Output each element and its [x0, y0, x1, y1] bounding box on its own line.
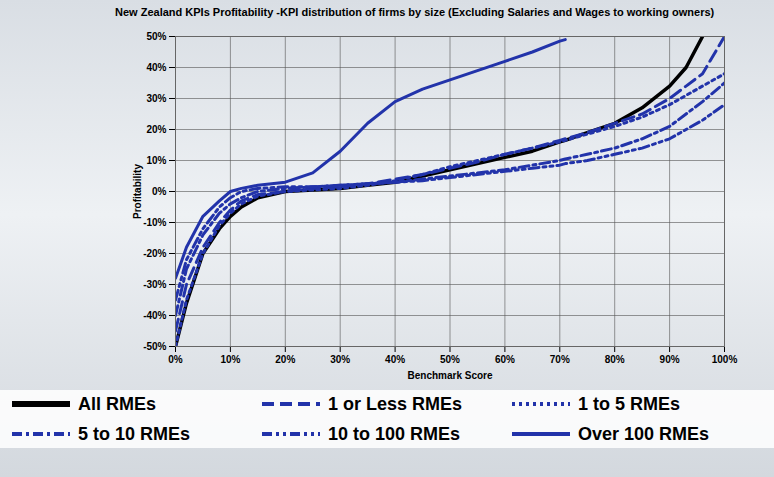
html-text:5 to 10 RMEs: 5 to 10 RMEs	[78, 423, 190, 444]
svg-text:10%: 10%	[220, 354, 240, 365]
svg-text:-10%: -10%	[143, 217, 166, 228]
svg-text:Benchmark Score: Benchmark Score	[407, 370, 492, 381]
svg-text:-50%: -50%	[143, 341, 166, 352]
svg-text:0%: 0%	[168, 354, 183, 365]
svg-text:-20%: -20%	[143, 248, 166, 259]
html-text:New Zealand KPIs Profitability: New Zealand KPIs Profitability -KPI dist…	[115, 6, 715, 18]
svg-text:20%: 20%	[146, 124, 166, 135]
svg-text:80%: 80%	[605, 354, 625, 365]
svg-text:70%: 70%	[550, 354, 570, 365]
svg-text:40%: 40%	[146, 62, 166, 73]
html-text:1 or Less RMEs: 1 or Less RMEs	[328, 393, 463, 414]
svg-text:10%: 10%	[146, 155, 166, 166]
svg-text:-40%: -40%	[143, 310, 166, 321]
html-text:All RMEs: All RMEs	[78, 393, 156, 414]
svg-text:40%: 40%	[385, 354, 405, 365]
svg-text:90%: 90%	[660, 354, 680, 365]
html-text:10 to 100 RMEs: 10 to 100 RMEs	[328, 423, 461, 444]
svg-text:50%: 50%	[440, 354, 460, 365]
html-text:Over 100 RMEs: Over 100 RMEs	[578, 423, 710, 444]
svg-text:Profitability: Profitability	[132, 164, 143, 219]
svg-text:30%: 30%	[146, 93, 166, 104]
svg-text:-30%: -30%	[143, 279, 166, 290]
svg-text:60%: 60%	[495, 354, 515, 365]
svg-text:0%: 0%	[152, 186, 167, 197]
svg-text:20%: 20%	[275, 354, 295, 365]
svg-text:50%: 50%	[146, 31, 166, 42]
html-text:1 to 5 RMEs: 1 to 5 RMEs	[578, 393, 680, 414]
svg-text:100%: 100%	[712, 354, 738, 365]
svg-text:30%: 30%	[330, 354, 350, 365]
